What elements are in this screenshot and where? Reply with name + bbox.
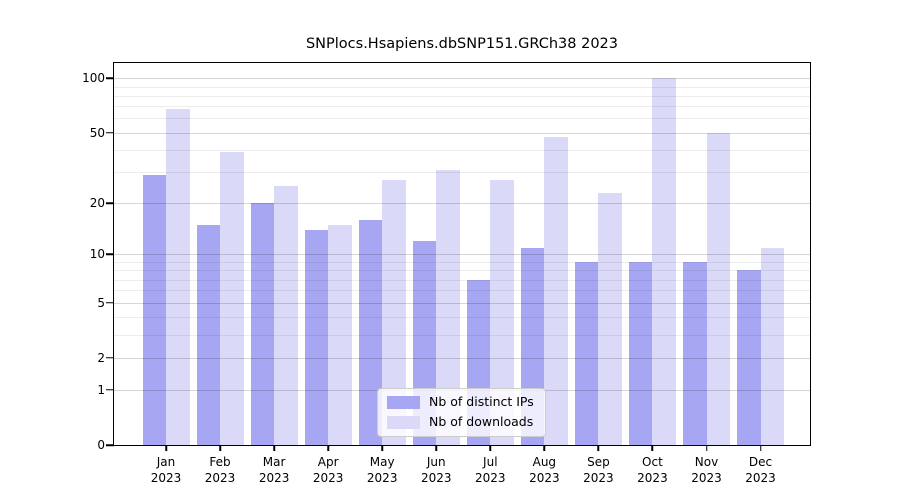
gridline-minor-7: [114, 279, 810, 281]
y-tick-mark-20: [106, 202, 114, 204]
x-tick-label-mar: Mar 2023: [258, 455, 290, 486]
x-tick-label-aug: Aug 2023: [529, 455, 560, 486]
gridline-minor-60: [114, 118, 810, 120]
gridline-minor-4: [114, 317, 810, 319]
bar-may-distinct-ips: [358, 219, 383, 445]
y-tick-label-100: 100: [82, 71, 105, 86]
x-tick-label-jul: Jul 2023: [475, 455, 506, 486]
bar-jul-downloads: [490, 180, 514, 445]
y-tick-label-50: 50: [89, 125, 105, 140]
x-tick-label-dec: Dec 2023: [745, 455, 776, 486]
legend-label-distinct-ips: Nb of distinct IPs: [429, 394, 534, 410]
y-tick-mark-5: [106, 301, 114, 304]
x-tick-label-jun: Jun 2023: [420, 455, 452, 486]
y-tick-mark-10: [106, 253, 114, 256]
bar-nov-distinct-ips: [683, 262, 707, 445]
bar-nov-downloads: [706, 132, 730, 445]
plot-area: 100 50 20 10 5 2 1 0 Jan 2023 Feb 2023 Mar 2023 Apr 202…: [82, 62, 811, 485]
grid-layer: [114, 63, 810, 445]
gridline-major-100: [114, 78, 810, 80]
x-tick-label-feb: Feb 2023: [204, 455, 236, 486]
y-tick-label-1: 1: [97, 382, 105, 397]
gridline-minor-80: [114, 95, 810, 97]
y-tick-label-10: 10: [89, 247, 105, 262]
x-tick-mark-jun: [435, 445, 437, 451]
y-tick-mark-1: [106, 389, 114, 391]
x-tick-mark-apr: [327, 445, 329, 451]
y-tick-mark-100: [106, 77, 114, 80]
x-tick-mark-sep: [597, 445, 600, 451]
gridline-major-20: [114, 203, 810, 205]
bar-feb-distinct-ips: [196, 224, 221, 445]
x-tick-label-oct: Oct 2023: [637, 455, 668, 486]
gridline-minor-9: [114, 262, 810, 264]
x-tick-label-nov: Nov 2023: [691, 455, 722, 486]
gridline-minor-3: [114, 334, 810, 336]
legend-swatch-downloads: [387, 416, 420, 429]
x-tick-mark-nov: [705, 445, 708, 451]
y-tick-mark-0: [106, 444, 114, 446]
y-tick-mark-50: [106, 131, 114, 134]
gridline-minor-6: [114, 290, 810, 292]
y-tick-mark-2: [106, 356, 114, 359]
x-tick-label-may: May 2023: [366, 455, 398, 486]
bar-mar-distinct-ips: [250, 203, 275, 445]
y-tick-label-5: 5: [97, 295, 105, 310]
chart-title: SNPlocs.Hsapiens.dbSNP151.GRCh38 2023: [305, 36, 619, 52]
x-tick-mark-jan: [165, 445, 167, 451]
bar-aug-downloads: [544, 137, 568, 445]
y-tick-label-2: 2: [97, 350, 105, 365]
bar-jan-distinct-ips: [142, 174, 166, 445]
gridline-minor-40: [114, 149, 810, 151]
bar-dec-distinct-ips: [737, 270, 761, 445]
gridline-major-5: [114, 302, 810, 304]
bar-jun-downloads: [436, 169, 460, 445]
gridline-minor-30: [114, 172, 810, 174]
x-tick-mark-jul: [489, 445, 492, 451]
gridline-minor-70: [114, 106, 810, 108]
legend-item-downloads: Nb of downloads: [387, 416, 534, 429]
bar-sep-distinct-ips: [574, 262, 599, 445]
bar-oct-downloads: [652, 78, 676, 445]
bar-feb-downloads: [220, 151, 244, 445]
bar-may-downloads: [382, 180, 406, 445]
x-tick-label-apr: Apr 2023: [312, 455, 344, 486]
axis-ticks-layer: 100 50 20 10 5 2 1 0 Jan 2023 Feb 2023 Mar 2023 Apr 202…: [82, 63, 810, 485]
x-tick-mark-dec: [759, 445, 762, 451]
gridline-major-10: [114, 254, 810, 256]
x-tick-label-jan: Jan 2023: [150, 455, 182, 486]
y-tick-label-20: 20: [89, 196, 105, 211]
legend: Nb of distinct IPs Nb of downloads: [377, 388, 546, 437]
x-tick-mark-may: [381, 445, 383, 451]
bar-mar-downloads: [274, 186, 298, 445]
bar-oct-distinct-ips: [628, 262, 653, 445]
x-tick-label-sep: Sep 2023: [583, 455, 614, 486]
legend-label-downloads: Nb of downloads: [429, 414, 534, 430]
bar-sep-downloads: [598, 192, 622, 445]
x-tick-mark-aug: [543, 445, 546, 451]
y-tick-label-0: 0: [97, 438, 105, 452]
x-tick-mark-mar: [273, 445, 275, 451]
bar-apr-distinct-ips: [304, 229, 329, 445]
bar-jan-downloads: [166, 108, 190, 445]
bar-apr-downloads: [328, 224, 352, 445]
legend-item-distinct-ips: Nb of distinct IPs: [387, 396, 534, 409]
bar-dec-downloads: [760, 247, 785, 445]
x-tick-mark-feb: [219, 445, 221, 451]
gridline-major-2: [114, 357, 810, 359]
gridline-minor-90: [114, 86, 810, 88]
legend-swatch-distinct-ips: [387, 396, 420, 409]
gridline-major-50: [114, 132, 810, 134]
x-tick-mark-oct: [651, 445, 654, 451]
gridline-minor-8: [114, 270, 810, 272]
